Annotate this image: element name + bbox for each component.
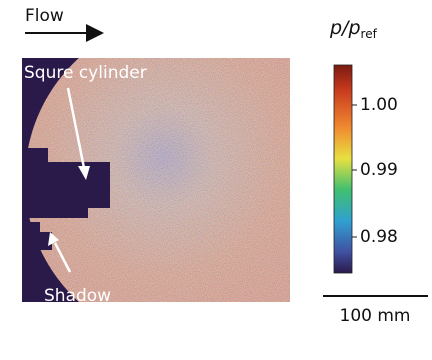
shadow-arrow [53, 242, 72, 273]
psp-map [22, 58, 290, 302]
scale-bar-label: 100 mm [340, 306, 411, 326]
cylinder-label: Squre cylinder [24, 63, 147, 83]
colorbar-ticks: 1.00 0.99 0.98 [352, 95, 398, 247]
colorbar-tick-label: 1.00 [360, 95, 398, 115]
colorbar-tick-label: 0.98 [360, 227, 398, 247]
colorbar-label-sub: ref [361, 27, 378, 41]
shadow-cutout [22, 222, 52, 250]
cylinder-cutout [22, 148, 110, 218]
cylinder-arrow [66, 87, 86, 169]
colorbar-label: p/pref [329, 17, 378, 41]
colorbar-label-main: p/p [329, 17, 361, 39]
pressure-speckle [25, 58, 290, 302]
colorbar [333, 64, 353, 274]
cylinder-arrow-head [78, 166, 90, 180]
colorbar-tick-label: 0.99 [360, 160, 398, 180]
shadow-label: Shadow [44, 286, 111, 306]
shadow-arrow-head [48, 232, 59, 246]
flow-arrow-head [86, 24, 104, 42]
flow-label: Flow [25, 6, 64, 26]
